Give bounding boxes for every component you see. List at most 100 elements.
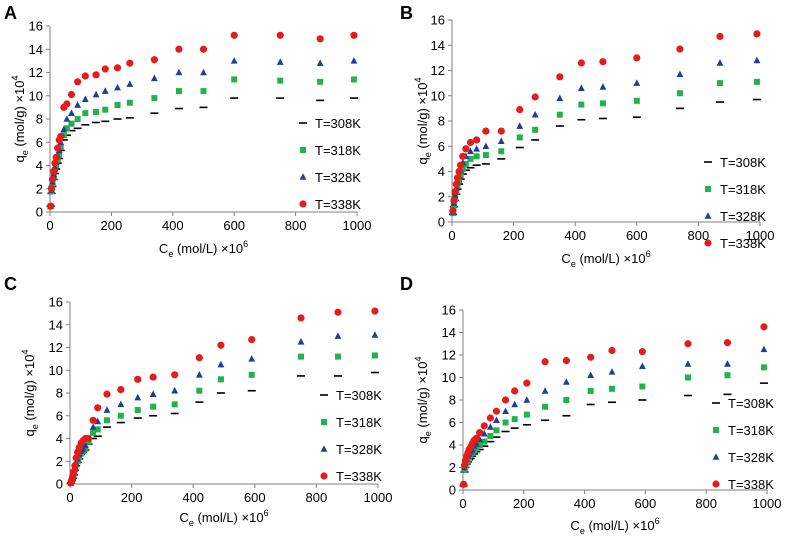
y-tick-label: 14 (431, 38, 445, 53)
x-tick-label: 800 (306, 490, 328, 505)
data-point (461, 169, 470, 172)
panel-a: A 0 2 4 6 8 10 12 14 16 0 200 400 600 800 1000 Ce (mol/L… (4, 3, 371, 259)
data-point (350, 57, 358, 64)
data-point (753, 30, 761, 38)
data-point (316, 35, 324, 43)
data-point (457, 161, 465, 169)
x-tick-label: 1000 (753, 496, 782, 511)
x-tick-label: 800 (695, 496, 717, 511)
y-axis-title: qe (mol/g) ×104 (413, 78, 433, 165)
data-point (349, 97, 358, 99)
data-point (113, 118, 122, 120)
data-point (276, 31, 284, 39)
data-point (556, 73, 564, 81)
data-point (481, 438, 488, 445)
data-point (684, 340, 692, 348)
data-point (51, 159, 59, 167)
data-point (511, 400, 519, 408)
legend-label: T=328K (315, 170, 361, 185)
series-dash (66, 371, 379, 484)
data-point (676, 90, 683, 97)
data-point (103, 390, 111, 398)
series-square (460, 364, 767, 488)
data-point (248, 335, 256, 344)
x-axis-title: Ce (mol/L) ×106 (561, 249, 650, 269)
y-tick-label: 8 (438, 114, 445, 129)
data-point (200, 88, 207, 95)
data-point (473, 144, 481, 152)
legend-label: T=308K (315, 116, 361, 131)
data-point (492, 407, 501, 415)
data-point (497, 137, 505, 144)
series-triangle (449, 56, 761, 215)
data-point (457, 172, 464, 179)
data-point (531, 110, 539, 118)
data-point (608, 346, 616, 355)
data-point (556, 94, 564, 102)
data-point (74, 78, 82, 86)
legend-marker (704, 212, 712, 219)
data-point (117, 412, 124, 419)
data-point (473, 136, 481, 144)
x-tick-label: 1000 (343, 218, 372, 233)
legend-marker (321, 419, 327, 425)
x-tick-label: 1000 (746, 228, 775, 243)
data-point (350, 76, 357, 83)
data-point (541, 358, 549, 366)
data-point (476, 429, 484, 437)
data-point (217, 341, 225, 349)
data-point (502, 419, 509, 426)
data-point (248, 355, 256, 362)
data-point (48, 175, 57, 184)
data-point (480, 422, 488, 430)
data-point (54, 144, 62, 152)
data-point (449, 207, 457, 215)
data-point (52, 153, 60, 161)
data-point (276, 58, 284, 65)
data-point (94, 404, 102, 412)
data-point (684, 360, 692, 367)
data-point (93, 435, 102, 438)
data-point (482, 127, 490, 135)
data-point (68, 109, 75, 116)
data-point (587, 353, 595, 361)
data-point (633, 54, 641, 62)
panel-letter: D (400, 274, 413, 294)
data-point (216, 392, 225, 394)
y-tick-label: 10 (431, 88, 445, 103)
data-point (67, 90, 76, 99)
x-tick-label: 600 (223, 218, 245, 233)
x-tick-label: 400 (162, 218, 184, 233)
data-point (371, 307, 379, 315)
data-point (516, 134, 523, 141)
data-point (73, 127, 82, 130)
data-point (230, 57, 238, 64)
data-point (502, 407, 509, 415)
legend-marker (299, 200, 307, 208)
data-point (531, 139, 540, 141)
data-point (475, 448, 484, 451)
series-square (67, 352, 378, 486)
data-point (195, 354, 203, 362)
legend-label: T=338K (720, 236, 766, 251)
data-point (556, 111, 563, 118)
legend-label: T=338K (315, 197, 361, 212)
data-point (498, 148, 505, 155)
data-point (462, 145, 470, 153)
y-tick-label: 4 (438, 164, 445, 179)
y-tick-label: 2 (449, 460, 456, 475)
legend-marker (300, 147, 306, 153)
y-tick-label: 4 (36, 158, 43, 173)
legend-marker (299, 173, 307, 180)
legend-label: T=318K (728, 423, 774, 438)
panel-letter: C (4, 274, 17, 294)
data-point (114, 83, 121, 91)
data-point (607, 401, 616, 404)
data-point (297, 314, 305, 322)
data-point (103, 406, 111, 413)
x-tick-label: 0 (46, 218, 53, 233)
data-point (638, 348, 646, 356)
y-tick-label: 10 (29, 88, 43, 103)
data-point (473, 153, 480, 160)
data-point (501, 430, 510, 433)
